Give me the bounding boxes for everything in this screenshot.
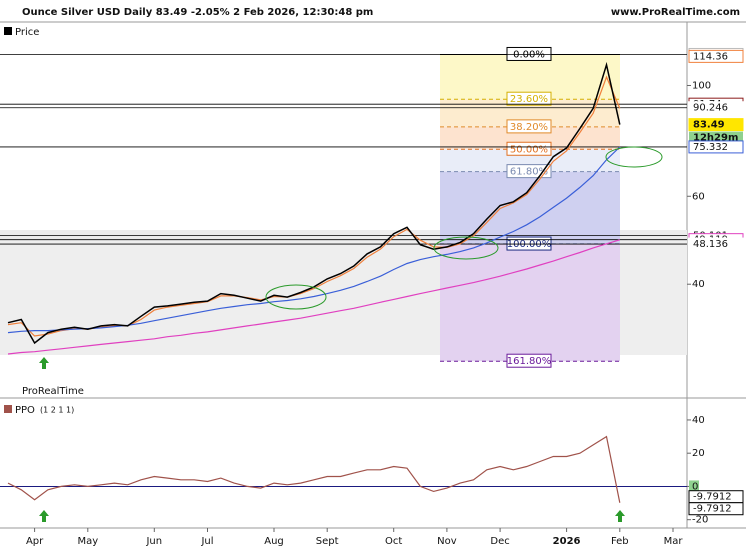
- signal-arrow: [39, 510, 49, 522]
- price-label: -9.7912: [693, 492, 732, 503]
- price-label: 48.136: [693, 239, 728, 250]
- fib-label: 0.00%: [513, 49, 545, 60]
- y-tick-label: 20: [692, 448, 705, 459]
- fib-label: 61.80%: [510, 167, 548, 178]
- fib-label: 23.60%: [510, 94, 548, 105]
- price-label-box: [688, 49, 744, 63]
- x-tick-label: Feb: [611, 536, 629, 547]
- x-tick-label: Sept: [316, 536, 339, 547]
- x-tick-label: Mar: [664, 536, 684, 547]
- price-label: 90.246: [693, 103, 728, 114]
- fib-zone: [440, 126, 620, 150]
- watermark: ProRealTime: [22, 386, 84, 397]
- fib-label-box: [506, 141, 552, 156]
- x-tick-label: Apr: [26, 536, 44, 547]
- x-tick-label: Oct: [385, 536, 402, 547]
- x-tick-label: Jul: [200, 536, 213, 547]
- signal-arrow: [615, 510, 625, 522]
- x-tick-label: May: [77, 536, 98, 547]
- fib-label: 100.00%: [507, 239, 552, 250]
- fib-zone: [440, 244, 620, 362]
- price-label-box: [688, 140, 744, 154]
- price-label: 114.36: [693, 51, 728, 62]
- fib-label: 38.20%: [510, 122, 548, 133]
- plot: [0, 54, 687, 503]
- annotation-ellipse: [433, 236, 499, 260]
- price-label: 83.49: [693, 120, 725, 131]
- header-bar: [0, 0, 746, 22]
- fib-label-box: [506, 91, 552, 106]
- signal-arrow: [39, 357, 49, 369]
- x-tick-label: Dec: [490, 536, 509, 547]
- legend: Price: [15, 27, 39, 38]
- x-tick-label: 2026: [553, 536, 581, 547]
- series-line: [7, 435, 621, 503]
- annotation-ellipse: [605, 146, 663, 168]
- site: www.ProRealTime.com: [611, 7, 740, 18]
- series-line: [7, 146, 621, 334]
- annotation-ellipse: [265, 284, 327, 310]
- y-tick-label: 40: [692, 415, 705, 426]
- countdown: 12h29m: [693, 133, 738, 144]
- x-tick-label: Aug: [264, 536, 284, 547]
- legend-swatch: [4, 27, 12, 35]
- fib-label-box: [506, 353, 552, 368]
- series-line: [7, 75, 621, 337]
- y-tick-label: 60: [692, 191, 705, 202]
- legend: PPO: [15, 405, 35, 416]
- y-tick-label: -20: [692, 515, 708, 526]
- title: Ounce Silver USD Daily 83.49 -2.05% 2 Fe…: [22, 7, 373, 18]
- y-tick-label: 100: [692, 80, 711, 91]
- price-label-box: [688, 101, 744, 115]
- legend-swatch: [4, 405, 12, 413]
- fib-zone: [440, 149, 620, 172]
- fib-label-box: [506, 236, 552, 251]
- x-tick-label: Jun: [145, 536, 162, 547]
- series-line: [7, 239, 620, 355]
- price-label: -9.7912: [693, 504, 732, 515]
- fib-label: 161.80%: [507, 356, 552, 367]
- fib-label-box: [506, 46, 552, 61]
- zero-box: [689, 480, 699, 493]
- fib-label-box: [506, 119, 552, 134]
- fib-label: 50.00%: [510, 144, 548, 155]
- legend-params: (1 2 1 1): [40, 406, 74, 415]
- fib-zone: [440, 171, 620, 245]
- fibonacci: 0.00% 23.60% 38.20% 50.00% 61.80% 100.00% 161.…: [440, 46, 620, 368]
- price-label-box: [688, 237, 744, 251]
- y-tick-label: 0: [692, 481, 698, 492]
- price-label: 75.332: [693, 142, 728, 153]
- x-tick-label: Nov: [437, 536, 457, 547]
- price-label-box: [688, 118, 744, 132]
- y-tick-label: 40: [692, 279, 705, 290]
- price-label-box: [688, 502, 744, 516]
